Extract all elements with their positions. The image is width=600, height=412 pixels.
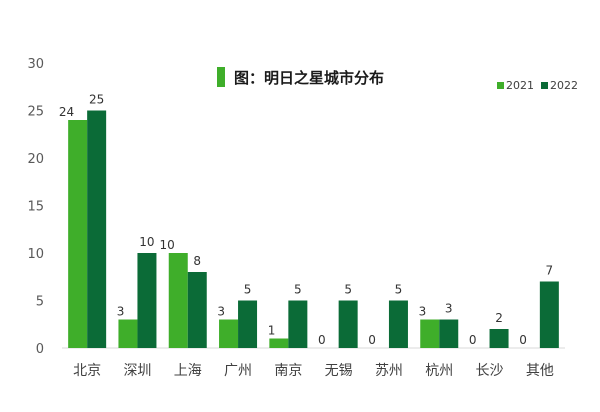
x-category-label: 长沙: [476, 363, 504, 379]
y-tick-label: 10: [27, 247, 44, 262]
x-category-label: 其他: [526, 363, 554, 379]
x-category-label: 上海: [174, 363, 202, 379]
bar-2022: [238, 300, 258, 348]
legend: 2021 2022: [497, 79, 578, 92]
legend-label: 2022: [550, 79, 578, 92]
data-label-2022: 5: [395, 283, 403, 297]
y-tick-label: 15: [27, 200, 44, 215]
data-label-2021: 1: [268, 324, 276, 338]
bar-2021: [168, 253, 188, 348]
bars: [68, 110, 559, 348]
data-label-2021: 0: [519, 333, 527, 347]
data-label-2022: 10: [139, 235, 154, 249]
data-label-2022: 7: [546, 264, 554, 278]
x-category-label: 北京: [73, 363, 101, 379]
bar-2022: [439, 319, 459, 348]
bar-2021: [68, 120, 88, 348]
data-label-2021: 3: [419, 305, 427, 319]
data-label-2021: 3: [117, 305, 125, 319]
x-category-label: 广州: [224, 363, 252, 379]
x-category-label: 南京: [274, 363, 302, 379]
bar-2022: [338, 300, 358, 348]
y-tick-label: 30: [27, 57, 44, 72]
data-label-2021: 0: [318, 333, 326, 347]
y-tick-label: 5: [36, 295, 44, 310]
data-label-2022: 5: [294, 283, 302, 297]
title-marker: [217, 67, 225, 87]
y-axis-ticks: 0 5 10 15 20 25 30: [27, 57, 44, 357]
bar-2022: [539, 281, 559, 348]
x-category-label: 无锡: [325, 363, 353, 379]
y-tick-label: 20: [27, 152, 44, 167]
data-label-2022: 8: [193, 254, 201, 268]
data-labels: 24 25 3 10 10 8 3 5 1 5 0 5 0 5 3 3 0 2 0 7: [59, 93, 553, 348]
x-category-label: 杭州: [425, 363, 453, 379]
bar-2022: [388, 300, 408, 348]
bar-2022: [187, 272, 207, 348]
data-label-2022: 5: [244, 283, 252, 297]
x-axis-categories: 北京 深圳 上海 广州 南京 无锡 苏州 杭州 长沙 其他: [73, 363, 554, 379]
bar-2021: [219, 319, 239, 348]
data-label-2021: 0: [469, 333, 477, 347]
bar-2021: [118, 319, 138, 348]
data-label-2022: 2: [495, 311, 503, 325]
bar-2021: [269, 338, 289, 348]
chart-title: 图：明日之星城市分布: [234, 69, 384, 87]
bar-2022: [87, 110, 107, 348]
data-label-2022: 3: [445, 302, 453, 316]
y-tick-label: 25: [27, 105, 44, 120]
data-label-2022: 5: [344, 283, 352, 297]
bar-2022: [288, 300, 308, 348]
x-category-label: 苏州: [375, 363, 403, 379]
data-label-2021: 10: [159, 238, 174, 252]
data-label-2021: 0: [368, 333, 376, 347]
data-label-2021: 24: [59, 105, 74, 119]
bar-2022: [137, 253, 157, 348]
bar-2022: [489, 329, 509, 348]
data-label-2021: 3: [217, 305, 225, 319]
x-category-label: 深圳: [123, 363, 151, 379]
y-tick-label: 0: [36, 342, 44, 357]
data-label-2022: 25: [89, 93, 104, 107]
bar-2021: [420, 319, 440, 348]
legend-swatch-2021: [497, 82, 504, 89]
legend-swatch-2022: [541, 82, 548, 89]
legend-label: 2021: [506, 79, 534, 92]
